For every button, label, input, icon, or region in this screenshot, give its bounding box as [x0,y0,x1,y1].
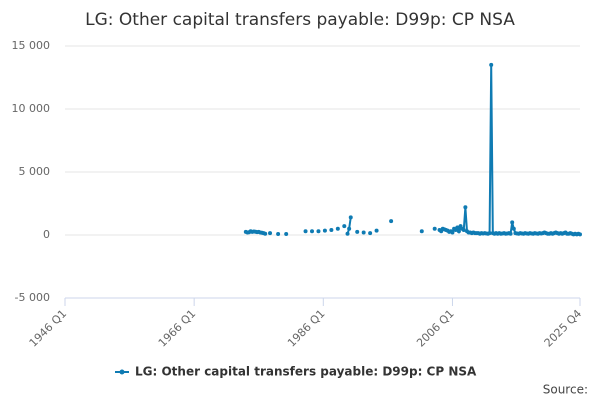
y-tick-label: 15 000 [12,39,51,52]
x-tick-label: 1946 Q1 [27,307,70,350]
point [263,231,268,236]
point [456,229,461,234]
point [355,229,360,234]
y-tick-label: -5 000 [15,291,50,304]
point [487,231,492,236]
point [432,226,437,231]
x-tick-label: 2006 Q1 [414,307,457,350]
y-tick-label: 5 000 [19,165,51,178]
chart-title: LG: Other capital transfers payable: D99… [85,10,515,30]
point [389,219,394,224]
point [455,225,460,230]
point [511,226,516,231]
point [510,220,515,225]
point [276,231,281,236]
y-tick-label: 0 [43,228,50,241]
point [578,232,582,237]
point [310,229,315,234]
x-tick-label: 2025 Q4 [542,307,585,350]
point [463,205,468,210]
line [245,64,581,236]
point [374,228,379,233]
legend-label: LG: Other capital transfers payable: D99… [135,365,477,379]
point [450,230,455,235]
point [345,231,350,236]
point [342,224,347,229]
point [489,62,494,67]
point [461,227,466,232]
legend-marker [119,369,125,375]
x-tick-label: 1986 Q1 [285,307,328,350]
point [347,226,352,231]
point [419,229,424,234]
source: Source: [543,383,588,397]
point [348,215,353,220]
point [268,231,273,236]
y-tick-label: 10 000 [12,102,51,115]
point [322,228,327,233]
point [335,226,340,231]
point [368,231,373,236]
point [329,227,334,232]
point [303,229,308,234]
x-tick-label: 1966 Q1 [156,307,199,350]
point [284,231,289,236]
point [316,229,321,234]
point [361,230,366,235]
point [508,231,513,236]
